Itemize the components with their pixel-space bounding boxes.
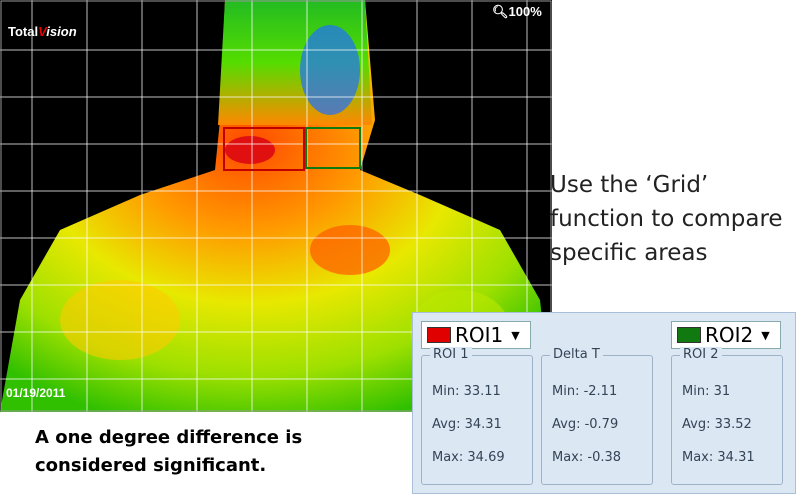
caption-line: function to compare xyxy=(550,206,783,232)
color-swatch xyxy=(677,327,701,343)
stat-row: Min: -2.11 xyxy=(552,384,618,399)
stat-row: Min: 33.11 xyxy=(432,384,501,399)
roi-selector[interactable]: ROI1 ▼ xyxy=(421,321,531,349)
zoom-level: 100% xyxy=(508,4,542,19)
selector-label: ROI1 xyxy=(455,323,504,347)
caption-line: specific areas xyxy=(550,240,708,266)
stat-row: Min: 31 xyxy=(682,384,731,399)
group-title: ROI 1 xyxy=(430,347,472,362)
selector-label: ROI2 xyxy=(705,323,754,347)
dropdown-arrow: ▼ xyxy=(761,328,770,342)
stat-row: Avg: 33.52 xyxy=(682,417,752,432)
roi-panel: ROI1 ▼ ROI2 ▼ ROI 1 Min: 33.11 Avg: 34.31 Max: … xyxy=(412,312,796,494)
brand-first: Total xyxy=(8,24,39,39)
caption-line: Use the ‘Grid’ xyxy=(550,172,709,198)
date: 01/19/2011 xyxy=(6,386,66,400)
stat-row: Max: 34.69 xyxy=(432,450,505,465)
stat-row: Avg: 34.31 xyxy=(432,417,502,432)
brand: TotalVision xyxy=(8,24,77,39)
dropdown-arrow: ▼ xyxy=(511,328,520,342)
stat-row: Max: -0.38 xyxy=(552,450,622,465)
zoom[interactable]: 🔍︎100% xyxy=(492,4,542,19)
stat-row: Max: 34.31 xyxy=(682,450,755,465)
roi-selector[interactable]: ROI2 ▼ xyxy=(671,321,781,349)
note-line: considered significant. xyxy=(35,455,267,476)
brand-second: Vision xyxy=(38,24,77,39)
group-title: Delta T xyxy=(550,347,603,362)
group-title: ROI 2 xyxy=(680,347,722,362)
roi-group: ROI 2 Min: 31 Avg: 33.52 Max: 34.31 xyxy=(671,347,783,485)
note-line: A one degree difference is xyxy=(35,427,303,448)
stat-row: Avg: -0.79 xyxy=(552,417,619,432)
color-swatch xyxy=(427,327,451,343)
roi-group: ROI 1 Min: 33.11 Avg: 34.31 Max: 34.69 xyxy=(421,347,533,485)
roi-group: Delta T Min: -2.11 Avg: -0.79 Max: -0.38 xyxy=(541,347,653,485)
